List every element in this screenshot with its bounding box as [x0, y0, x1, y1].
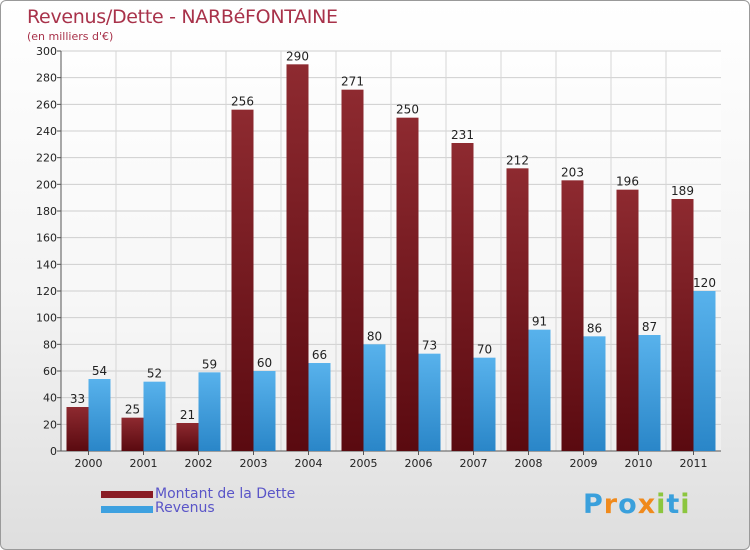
x-tick-label: 2001: [130, 457, 158, 470]
y-tick-label: 260: [36, 98, 57, 111]
bar-revenus: [473, 357, 496, 451]
data-label-revenus: 66: [312, 348, 327, 362]
bar-dette: [396, 117, 419, 452]
data-label-revenus: 86: [587, 321, 602, 335]
bars: [66, 64, 716, 452]
chart-title: Revenus/Dette - NARBéFONTAINE: [27, 6, 338, 28]
y-tick-label: 120: [36, 285, 57, 298]
x-tick-label: 2004: [295, 457, 323, 470]
bar-revenus: [198, 372, 221, 451]
bar-dette: [66, 407, 89, 451]
legend-swatch-revenus: [101, 506, 153, 513]
x-tick-label: 2000: [75, 457, 103, 470]
bar-dette: [121, 417, 144, 451]
data-label-dette: 290: [286, 49, 309, 63]
bar-revenus: [528, 329, 551, 451]
data-label-dette: 212: [506, 153, 529, 167]
x-tick-label: 2003: [240, 457, 268, 470]
legend-label-dette: Montant de la Dette: [155, 486, 296, 502]
y-tick-label: 20: [43, 418, 57, 431]
proxiti-logo: Proxiti: [583, 489, 691, 520]
data-label-dette: 256: [231, 95, 254, 109]
y-tick-label: 100: [36, 312, 57, 325]
data-label-dette: 189: [671, 184, 694, 198]
bar-revenus: [253, 371, 276, 451]
x-tick-label: 2007: [460, 457, 488, 470]
y-tick-label: 80: [43, 338, 57, 351]
x-tick-label: 2006: [405, 457, 433, 470]
data-label-dette: 250: [396, 103, 419, 117]
bar-dette: [506, 168, 529, 452]
y-tick-label: 160: [36, 232, 57, 245]
data-label-dette: 231: [451, 128, 474, 142]
data-label-revenus: 54: [92, 364, 107, 378]
data-label-revenus: 59: [202, 357, 217, 371]
y-tick-label: 280: [36, 72, 57, 85]
data-label-revenus: 80: [367, 329, 382, 343]
bar-revenus: [88, 379, 111, 451]
y-tick-label: 300: [36, 45, 57, 58]
y-tick-label: 220: [36, 152, 57, 165]
x-tick-label: 2010: [625, 457, 653, 470]
data-label-dette: 25: [125, 403, 140, 417]
data-label-dette: 33: [70, 392, 85, 406]
bar-revenus: [638, 335, 661, 451]
legend-swatch-dette: [101, 491, 153, 498]
bar-dette: [176, 423, 199, 451]
y-tick-label: 140: [36, 258, 57, 271]
bar-revenus: [143, 381, 166, 451]
x-tick-label: 2011: [680, 457, 708, 470]
x-tick-label: 2009: [570, 457, 598, 470]
data-label-dette: 203: [561, 165, 584, 179]
legend-label-revenus: Revenus: [155, 500, 215, 516]
data-label-dette: 271: [341, 75, 364, 89]
y-tick-label: 60: [43, 365, 57, 378]
y-tick-label: 180: [36, 205, 57, 218]
axes: 0 20 40 60 80 100 120 140 160 180 200 220 240 260 280 3…: [36, 45, 721, 470]
bar-revenus: [583, 336, 606, 451]
bar-revenus: [418, 353, 441, 451]
data-label-revenus: 73: [422, 339, 437, 353]
bar-dette: [286, 64, 309, 452]
x-tick-label: 2008: [515, 457, 543, 470]
x-tick-label: 2002: [185, 457, 213, 470]
y-tick-label: 240: [36, 125, 57, 138]
y-tick-label: 0: [50, 445, 57, 458]
y-tick-label: 40: [43, 392, 57, 405]
data-label-dette: 196: [616, 175, 639, 189]
bar-dette: [671, 199, 694, 451]
chart-subtitle: (en milliers d'€): [27, 30, 114, 43]
bar-dette: [231, 109, 254, 452]
x-tick-label: 2005: [350, 457, 378, 470]
data-label-revenus: 120: [693, 276, 716, 290]
bar-revenus: [693, 291, 716, 451]
grid-lines: [61, 50, 721, 451]
bar-dette: [451, 143, 474, 451]
data-label-revenus: 70: [477, 343, 492, 357]
data-label-revenus: 91: [532, 315, 547, 329]
bar-dette: [616, 189, 639, 451]
bar-revenus: [308, 363, 331, 451]
data-label-revenus: 52: [147, 367, 162, 381]
value-labels: 33 54 25 52 21 59 256 60 290 66 271 80 250 73 231 70 212…: [70, 49, 716, 422]
bar-revenus: [363, 344, 386, 451]
data-label-dette: 21: [180, 408, 195, 422]
data-label-revenus: 87: [642, 320, 657, 334]
data-label-revenus: 60: [257, 356, 272, 370]
y-tick-label: 200: [36, 178, 57, 191]
bar-dette: [341, 89, 364, 452]
bar-dette: [561, 180, 584, 452]
